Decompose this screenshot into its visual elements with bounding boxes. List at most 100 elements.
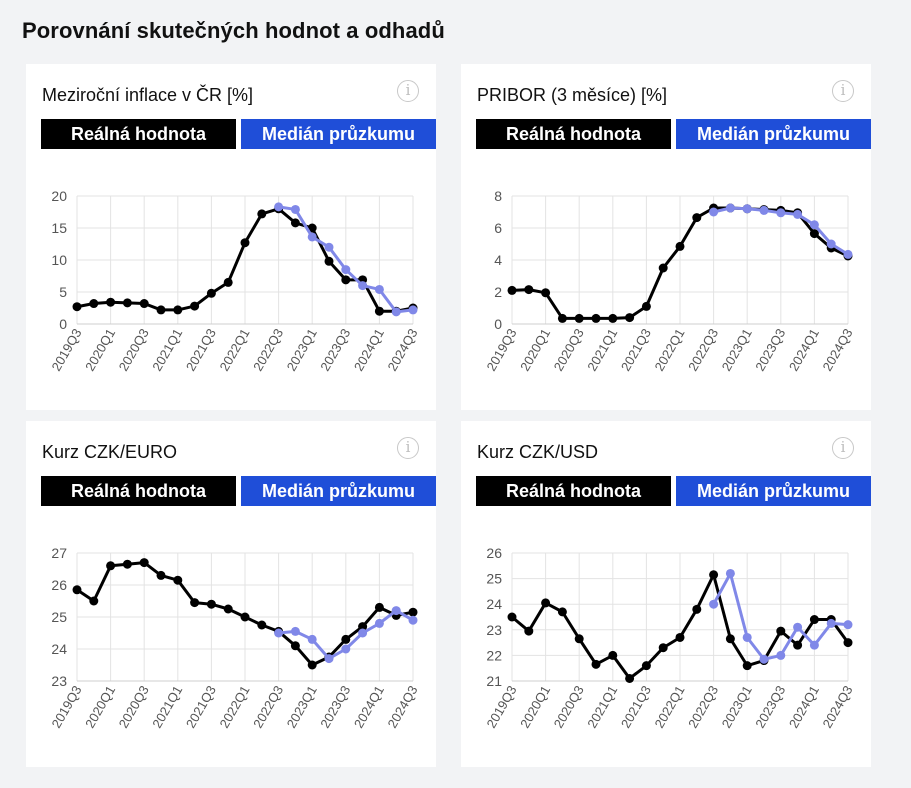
series-survey-median-point[interactable] [793, 209, 803, 219]
series-survey-median-point[interactable] [709, 599, 719, 609]
series-survey-median-point[interactable] [324, 654, 334, 664]
series-survey-median-point[interactable] [725, 203, 735, 213]
series-real-value-point[interactable] [625, 313, 635, 323]
series-real-value-point[interactable] [541, 288, 551, 298]
series-real-value-point[interactable] [358, 622, 368, 632]
series-survey-median-point[interactable] [725, 568, 735, 578]
legend-real-value[interactable]: Reálná hodnota [41, 476, 236, 506]
series-real-value-point[interactable] [190, 598, 200, 608]
series-survey-median-point[interactable] [793, 622, 803, 632]
series-survey-median-point[interactable] [290, 204, 300, 214]
series-real-value-point[interactable] [675, 241, 685, 251]
series-survey-median-point[interactable] [709, 207, 719, 217]
series-real-value-point[interactable] [223, 604, 233, 614]
series-real-value-point[interactable] [641, 661, 651, 671]
series-survey-median-point[interactable] [826, 239, 836, 249]
series-real-value-point[interactable] [139, 299, 149, 309]
series-real-value-point[interactable] [574, 313, 584, 323]
legend-survey-median[interactable]: Medián průzkumu [676, 476, 871, 506]
series-real-value-point[interactable] [290, 641, 300, 651]
legend-survey-median[interactable]: Medián průzkumu [676, 119, 871, 149]
series-real-value-point[interactable] [742, 661, 752, 671]
series-survey-median-point[interactable] [826, 618, 836, 628]
series-real-value-point[interactable] [240, 238, 250, 248]
series-real-value-point[interactable] [257, 209, 267, 219]
series-real-value-point[interactable] [324, 256, 334, 266]
series-survey-median-point[interactable] [307, 634, 317, 644]
series-real-value-point[interactable] [591, 659, 601, 669]
series-survey-median-point[interactable] [391, 606, 401, 616]
series-real-value-point[interactable] [341, 275, 351, 285]
info-icon[interactable]: i [832, 80, 854, 102]
series-real-value-point[interactable] [843, 638, 853, 648]
series-real-value-point[interactable] [240, 612, 250, 622]
series-real-value-point[interactable] [809, 229, 819, 239]
series-real-value-point[interactable] [641, 301, 651, 311]
series-real-value-point[interactable] [692, 604, 702, 614]
series-real-value-point[interactable] [173, 575, 183, 585]
series-real-value-point[interactable] [341, 634, 351, 644]
series-real-value-point[interactable] [156, 570, 166, 580]
series-survey-median-point[interactable] [742, 632, 752, 642]
series-survey-median-point[interactable] [358, 628, 368, 638]
series-real-value-point[interactable] [190, 301, 200, 311]
series-real-value-point[interactable] [809, 615, 819, 625]
series-survey-median-point[interactable] [341, 644, 351, 654]
series-real-value-point[interactable] [173, 305, 183, 315]
series-survey-median-point[interactable] [843, 249, 853, 259]
series-real-value-point[interactable] [793, 640, 803, 650]
series-survey-median-point[interactable] [274, 628, 284, 638]
series-real-value-point[interactable] [89, 596, 99, 606]
series-real-value-point[interactable] [290, 218, 300, 228]
series-survey-median-point[interactable] [742, 204, 752, 214]
series-real-value-point[interactable] [223, 277, 233, 287]
series-real-value-point[interactable] [507, 612, 517, 622]
series-real-value-point[interactable] [709, 570, 719, 580]
legend-real-value[interactable]: Reálná hodnota [41, 119, 236, 149]
series-real-value-point[interactable] [122, 559, 132, 569]
legend-survey-median[interactable]: Medián průzkumu [241, 476, 436, 506]
series-real-value-point[interactable] [574, 634, 584, 644]
series-survey-median-point[interactable] [759, 205, 769, 215]
series-real-value-point[interactable] [72, 585, 82, 595]
series-real-value-point[interactable] [206, 288, 216, 298]
info-icon[interactable]: i [397, 437, 419, 459]
series-real-value-point[interactable] [106, 297, 116, 307]
series-real-value-point[interactable] [106, 561, 116, 571]
series-real-value-point[interactable] [658, 263, 668, 273]
series-real-value-point[interactable] [257, 620, 267, 630]
series-real-value-point[interactable] [524, 626, 534, 636]
series-survey-median-point[interactable] [290, 626, 300, 636]
series-real-value-point[interactable] [608, 650, 618, 660]
series-real-value-point[interactable] [776, 626, 786, 636]
series-real-value-point[interactable] [658, 643, 668, 653]
legend-real-value[interactable]: Reálná hodnota [476, 476, 671, 506]
series-real-value-point[interactable] [541, 598, 551, 608]
series-real-value-point[interactable] [507, 285, 517, 295]
series-real-value-point[interactable] [156, 305, 166, 315]
series-survey-median-point[interactable] [809, 220, 819, 230]
series-survey-median-point[interactable] [408, 305, 418, 315]
series-real-value-point[interactable] [675, 632, 685, 642]
series-real-value-point[interactable] [89, 299, 99, 309]
series-survey-median-point[interactable] [843, 620, 853, 630]
legend-real-value[interactable]: Reálná hodnota [476, 119, 671, 149]
series-survey-median-point[interactable] [274, 202, 284, 212]
series-survey-median-point[interactable] [324, 242, 334, 252]
series-survey-median-point[interactable] [776, 650, 786, 660]
info-icon[interactable]: i [397, 80, 419, 102]
series-real-value-point[interactable] [206, 599, 216, 609]
series-real-value-point[interactable] [608, 313, 618, 323]
series-real-value-point[interactable] [307, 660, 317, 670]
series-survey-median-point[interactable] [358, 281, 368, 291]
series-real-value-point[interactable] [557, 313, 567, 323]
series-survey-median-point[interactable] [776, 208, 786, 218]
series-real-value-point[interactable] [524, 285, 534, 295]
legend-survey-median[interactable]: Medián průzkumu [241, 119, 436, 149]
series-real-value-point[interactable] [591, 313, 601, 323]
series-real-value-point[interactable] [408, 607, 418, 617]
series-survey-median-point[interactable] [408, 615, 418, 625]
series-real-value-point[interactable] [725, 634, 735, 644]
series-survey-median-point[interactable] [374, 284, 384, 294]
series-real-value-point[interactable] [374, 306, 384, 316]
